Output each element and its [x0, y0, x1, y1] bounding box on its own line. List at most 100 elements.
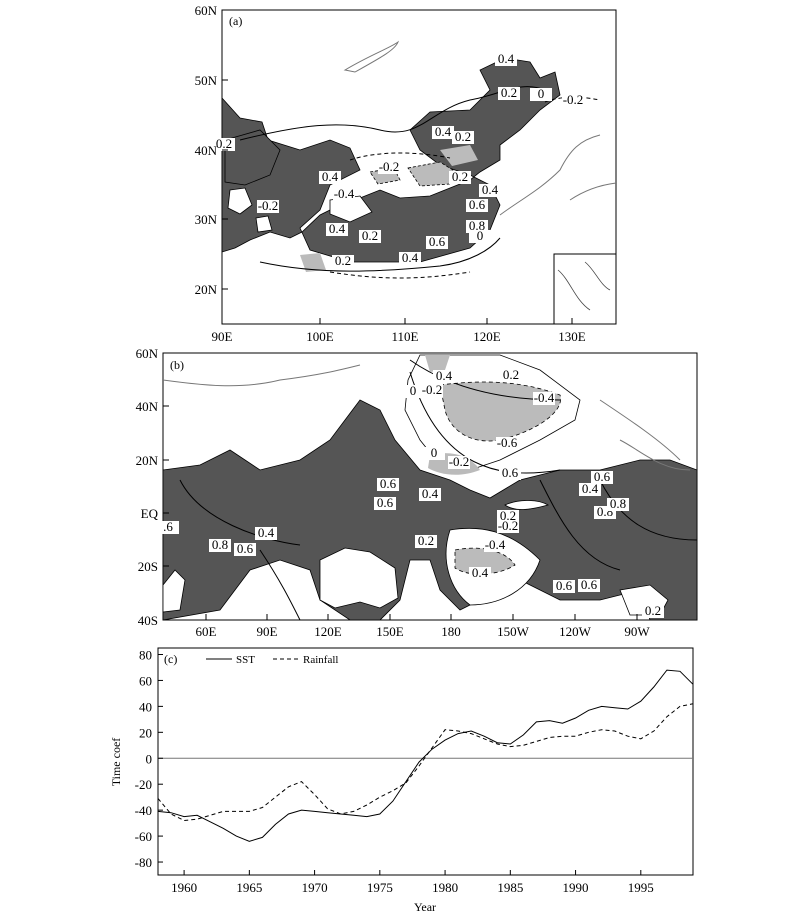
panel-b-y-tick-label: 60N — [136, 346, 159, 361]
panel-b-contour-label: 0.2 — [500, 508, 516, 523]
panel-a-contour-label: 0.4 — [402, 250, 419, 265]
panel-b-x-tick-label: 180 — [441, 624, 461, 639]
panel-b-contour-label-bg — [448, 456, 470, 469]
panel-a-contour-label: 0.6 — [429, 234, 446, 249]
panel-b-contour-label: -0.4 — [534, 390, 555, 405]
panel-a-contour-label-bg — [479, 184, 501, 197]
panel-b-x-tick-label: 90E — [257, 624, 278, 639]
panel-b-axis-ticks: 60E 90E 120E 150E 180 150W 120W 90W 60N 40N 20N EQ 2… — [136, 346, 651, 639]
panel-b-contour-label: 0.2 — [503, 367, 519, 382]
panel-b-negative-region-3 — [425, 355, 450, 372]
panel-a-contour-3 — [329, 271, 471, 279]
panel-b-contour-label-bg — [642, 605, 664, 618]
panel-a-negative-region-3 — [440, 145, 478, 166]
x-tick-label: 1965 — [236, 880, 262, 895]
panel-a-contour-label-bg — [469, 230, 491, 243]
y-tick-label: 60 — [139, 673, 152, 688]
panel-a-contour-label-bg — [333, 188, 355, 201]
panel-b-y-tick-label: 20S — [138, 559, 158, 574]
panel-b-x-tick-label: 90W — [624, 624, 650, 639]
panel-a-contour-label: 0.6 — [469, 197, 486, 212]
panel-b-contour-label: 0.6 — [380, 476, 397, 491]
panel-b-contour-label: 0.8 — [610, 496, 626, 511]
x-tick-label: 1985 — [497, 880, 523, 895]
y-tick-label: -40 — [135, 803, 152, 818]
panel-b-contour-label-bg — [419, 488, 441, 501]
panel-a-negative-region — [407, 161, 457, 187]
panel-a-y-tick-label: 30N — [195, 212, 218, 227]
y-tick-label: 80 — [139, 647, 152, 662]
panel-b-contour-2 — [179, 479, 301, 621]
panel-a-contour-label-bg — [257, 200, 279, 213]
panel-a-contour-label: 0.4 — [498, 51, 515, 66]
panel-b-contour-label: 0.6 — [237, 541, 254, 556]
panel-b-contour-label-bg — [500, 369, 522, 382]
panel-b-contour-label: 0.6 — [502, 465, 519, 480]
panel-b-contour-label-bg — [469, 567, 491, 580]
panel-a-contour-label: 0 — [538, 86, 545, 101]
panel-a-x-tick-label: 120E — [473, 329, 501, 344]
panel-a-contour-label: 0.2 — [362, 228, 378, 243]
panel-a-contour-label-bg — [495, 53, 517, 66]
panel-a-y-tick-label: 40N — [195, 143, 218, 158]
x-tick-label: 1975 — [367, 880, 393, 895]
panel-a-contour-label: 0.2 — [501, 85, 517, 100]
panel-a-contour-label-bg — [399, 252, 421, 265]
panel-b-contour-label: -0.2 — [498, 518, 519, 533]
panel-a-coastline-north — [343, 40, 400, 73]
panel-a-x-tick-label: 110E — [392, 329, 419, 344]
series-sst-line — [157, 669, 694, 842]
panel-a-contour-label-bg — [452, 131, 474, 144]
panel-b-y-tick-label: EQ — [141, 506, 159, 521]
panel-b-label: (b) — [170, 358, 184, 372]
panel-a-negative-region-4 — [300, 253, 326, 272]
panel-a-inset-coast — [557, 261, 611, 311]
panel-b-contour-label: -0.2 — [449, 454, 470, 469]
y-tick-label: -20 — [135, 777, 152, 792]
panel-b-contour-label: 0 — [431, 445, 438, 460]
panel-a-contour-labels: 0.40.2 0 -0.20.40.2 0.2-0.20.4 0.2-0.4 0.4-0.… — [213, 51, 584, 268]
panel-b-white-patch-2 — [162, 569, 186, 613]
panel-a-contour-label: 0.4 — [329, 221, 346, 236]
panel-b-contour-label: 0.2 — [418, 533, 434, 548]
panel-b-contour-label: 0.6 — [377, 495, 394, 510]
panel-b-contour-label: 0 — [410, 383, 417, 398]
panel-a-contour-label-bg — [326, 223, 348, 236]
panel-a-contour-label-bg — [432, 126, 454, 139]
panel-b-negative-region — [439, 381, 562, 442]
panel-a-coastline — [499, 134, 601, 216]
panel-a-contour-4 — [349, 152, 451, 161]
panel-a-axis-ticks: 90E 100E 110E 120E 130E 60N 50N 40N 30N 20N — [195, 3, 586, 344]
panel-b-contour-label-bg — [499, 467, 521, 480]
panel-a-contour-label: -0.2 — [563, 92, 584, 107]
panel-b-contour-label-bg — [255, 527, 277, 540]
panel-b-contour-label-bg — [157, 521, 179, 534]
panel-a-contour-2 — [259, 237, 501, 272]
panel-b-contour-label-bg — [497, 510, 519, 523]
panel-b-x-tick-label: 150W — [497, 624, 530, 639]
panel-b-contour-label-bg — [533, 392, 555, 405]
x-tick-label: 1995 — [628, 880, 654, 895]
panel-b-contour-label-bg — [421, 384, 443, 397]
panel-b-coastline-east — [599, 399, 691, 471]
panel-c: (c) SST Rainfall 1960 1965 1970 1975 1980 198… — [109, 647, 694, 914]
panel-a-white-hole — [227, 187, 253, 215]
panel-b-contour-label-bg — [415, 535, 437, 548]
panel-a-small-hole — [255, 215, 273, 233]
panel-b-contour-label-bg — [484, 539, 506, 552]
y-tick-label: 0 — [146, 751, 153, 766]
panel-b-contour-label-bg — [374, 497, 396, 510]
panel-b-x-tick-label: 150E — [376, 624, 404, 639]
panel-a-contour-label: 0.2 — [216, 136, 232, 151]
panel-b-contour-label-bg — [496, 437, 518, 450]
panel-b-y-tick-label: 40N — [136, 399, 159, 414]
x-tick-label: 1960 — [171, 880, 197, 895]
panel-a-contour-label: 0.2 — [452, 169, 468, 184]
panel-b-contour-label: -0.4 — [485, 537, 506, 552]
x-tick-label: 1970 — [302, 880, 328, 895]
panel-b-eq-hole — [504, 500, 549, 510]
panel-a-x-tick-label: 130E — [558, 329, 586, 344]
panel-a-contour-label: -0.2 — [258, 198, 279, 213]
panel-a-contour-label: 0.4 — [435, 124, 452, 139]
panel-b-contour-label: 0.4 — [436, 368, 453, 383]
